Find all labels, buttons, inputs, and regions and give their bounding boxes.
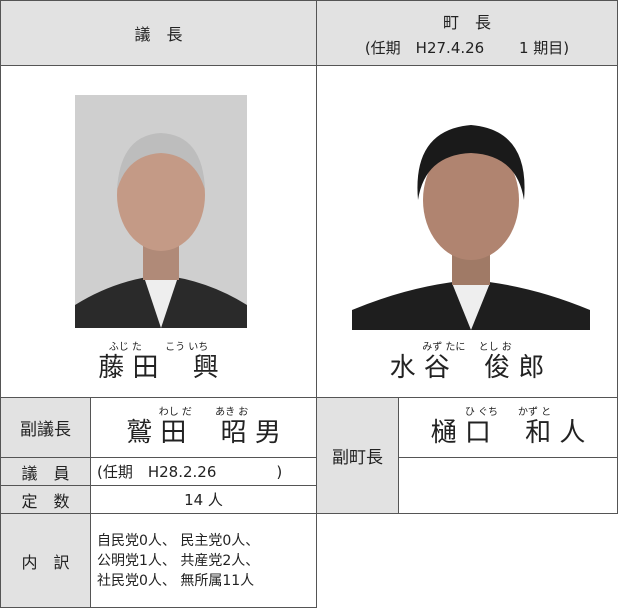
label: 副町長 [332, 448, 383, 468]
header-cell: 議 長 [0, 0, 317, 66]
name: 鷲 田 昭 男 [126, 418, 281, 448]
value-cell: 自民党0人、 民主党0人、 公明党1人、 共産党2人、 社民党0人、 無所属11… [90, 513, 317, 608]
value-cell: ひ ぐち かず と 樋 口 和 人 [398, 397, 618, 458]
reading: ひ ぐち かず と [464, 407, 552, 418]
label-cell: 内 訳 [0, 513, 91, 608]
breakdown-line: 社民党0人、 無所属11人 [97, 572, 255, 589]
label-cell: 定 数 [0, 485, 91, 514]
value-cell: 14 人 [90, 485, 317, 514]
members-term: (任期 H28.2.26 ) [97, 463, 283, 481]
name: 樋 口 和 人 [430, 418, 586, 448]
reading: みず たに とし お [422, 342, 512, 353]
value-cell: わし だ あき お 鷲 田 昭 男 [90, 397, 317, 458]
mayor-heading: 町 長 [442, 12, 491, 32]
empty-cell [398, 457, 618, 514]
name: 水 谷 俊 郎 [389, 353, 545, 383]
capacity-value: 14 人 [184, 491, 223, 509]
chairman-heading: 議 長 [134, 25, 183, 44]
label-cell: 副町長 [316, 397, 399, 514]
label-cell: 副議長 [0, 397, 91, 458]
name: 藤 田 興 [98, 353, 219, 383]
label-cell: 議 員 [0, 457, 91, 486]
reading: ふじ た こう いち [108, 342, 209, 353]
label: 内 訳 [21, 552, 70, 572]
header-cell: 町 長 (任期 H27.4.26 1 期目) [316, 0, 618, 66]
label: 議 員 [21, 463, 70, 483]
breakdown-line: 公明党1人、 共産党2人、 [97, 552, 260, 569]
reading: わし だ あき お [158, 407, 249, 418]
mayor-term: (任期 H27.4.26 1 期目) [364, 38, 570, 57]
label: 定 数 [21, 491, 70, 511]
value-cell: (任期 H28.2.26 ) [90, 457, 317, 486]
portrait [75, 95, 247, 328]
label: 副議長 [20, 420, 71, 440]
breakdown-line: 自民党0人、 民主党0人、 [97, 532, 260, 549]
portrait [352, 95, 590, 330]
